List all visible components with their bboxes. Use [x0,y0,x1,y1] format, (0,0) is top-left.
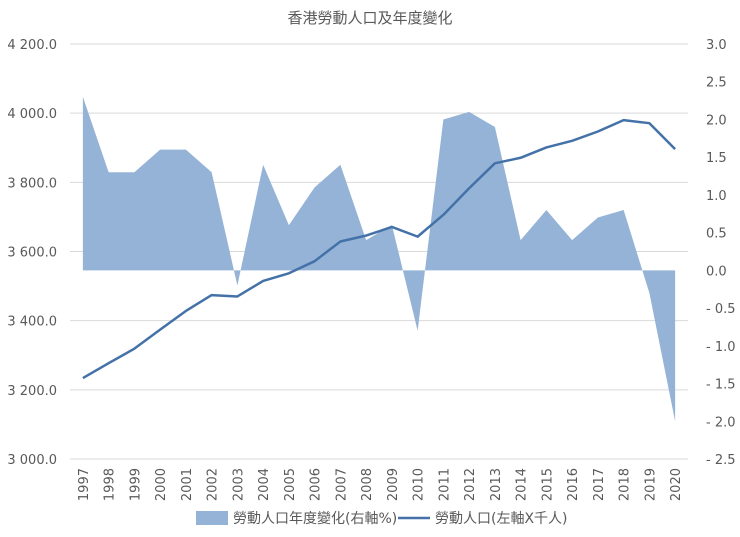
x-tick-label: 2001 [180,468,195,501]
x-tick-label: 2015 [540,468,555,501]
right-tick-label: 0.0 [706,264,727,279]
chart-title: 香港勞動人口及年度變化 [287,9,452,27]
x-tick-label: 2005 [283,468,298,501]
right-tick-label: 3.0 [706,38,727,53]
left-tick-label: 3 000.0 [7,453,57,468]
x-tick-label: 2020 [669,468,684,501]
left-tick-label: 3 800.0 [7,176,57,191]
left-tick-label: 4 200.0 [7,38,57,53]
right-tick-label: 2.0 [706,113,727,128]
x-tick-label: 2000 [154,468,169,501]
x-axis: 1997 1998 1999 2000 2001 2002 2003 2004 2005 2006… [77,468,684,501]
x-tick-label: 2019 [643,468,658,501]
x-tick-label: 2016 [566,468,581,501]
x-tick-label: 1998 [103,468,118,501]
x-tick-label: 2004 [257,468,272,501]
x-tick-label: 1997 [77,468,92,501]
area-series-change [82,96,676,422]
legend-swatch-area [196,511,228,525]
x-tick-label: 2002 [206,468,221,501]
x-tick-label: 2009 [386,468,401,501]
line-series-labour-force [82,118,677,380]
left-tick-label: 4 000.0 [7,107,57,122]
left-axis: 3 000.0 3 200.0 3 400.0 3 600.0 3 800.0 4 000… [7,38,57,468]
right-tick-label: 1.0 [706,189,727,204]
x-tick-label: 2018 [618,468,633,501]
right-tick-label: - 1.0 [706,340,736,355]
right-tick-label: - 0.5 [706,302,736,317]
x-tick-label: 2010 [412,468,427,501]
line-series [82,118,677,380]
x-tick-label: 2011 [437,468,452,501]
left-tick-label: 3 400.0 [7,315,57,330]
x-tick-label: 2008 [360,468,375,501]
right-tick-label: 2.5 [706,76,727,91]
left-tick-label: 3 600.0 [7,246,57,261]
x-tick-label: 2007 [334,468,349,501]
x-tick-label: 2013 [489,468,504,501]
legend: 勞動人口年度變化(右軸%) 勞動人口(左軸X千人) [196,511,568,527]
right-tick-label: - 2.0 [706,415,736,430]
area-series [82,96,676,422]
right-axis: - 2.5 - 2.0 - 1.5 - 1.0 - 0.5 0.0 0.5 1.0 1.5 2.0… [706,38,736,468]
right-tick-label: - 1.5 [706,378,736,393]
right-tick-label: 1.5 [706,151,727,166]
x-tick-label: 2014 [515,468,530,501]
x-tick-label: 1999 [128,468,143,501]
x-tick-label: 2006 [309,468,324,501]
x-tick-label: 2017 [592,468,607,501]
right-tick-label: 0.5 [706,227,727,242]
legend-label-area: 勞動人口年度變化(右軸%) [233,511,397,527]
x-tick-label: 2003 [231,468,246,501]
x-tick-label: 2012 [463,468,478,501]
legend-label-line: 勞動人口(左軸X千人) [435,511,568,527]
right-tick-label: - 2.5 [706,453,736,468]
left-tick-label: 3 200.0 [7,384,57,399]
